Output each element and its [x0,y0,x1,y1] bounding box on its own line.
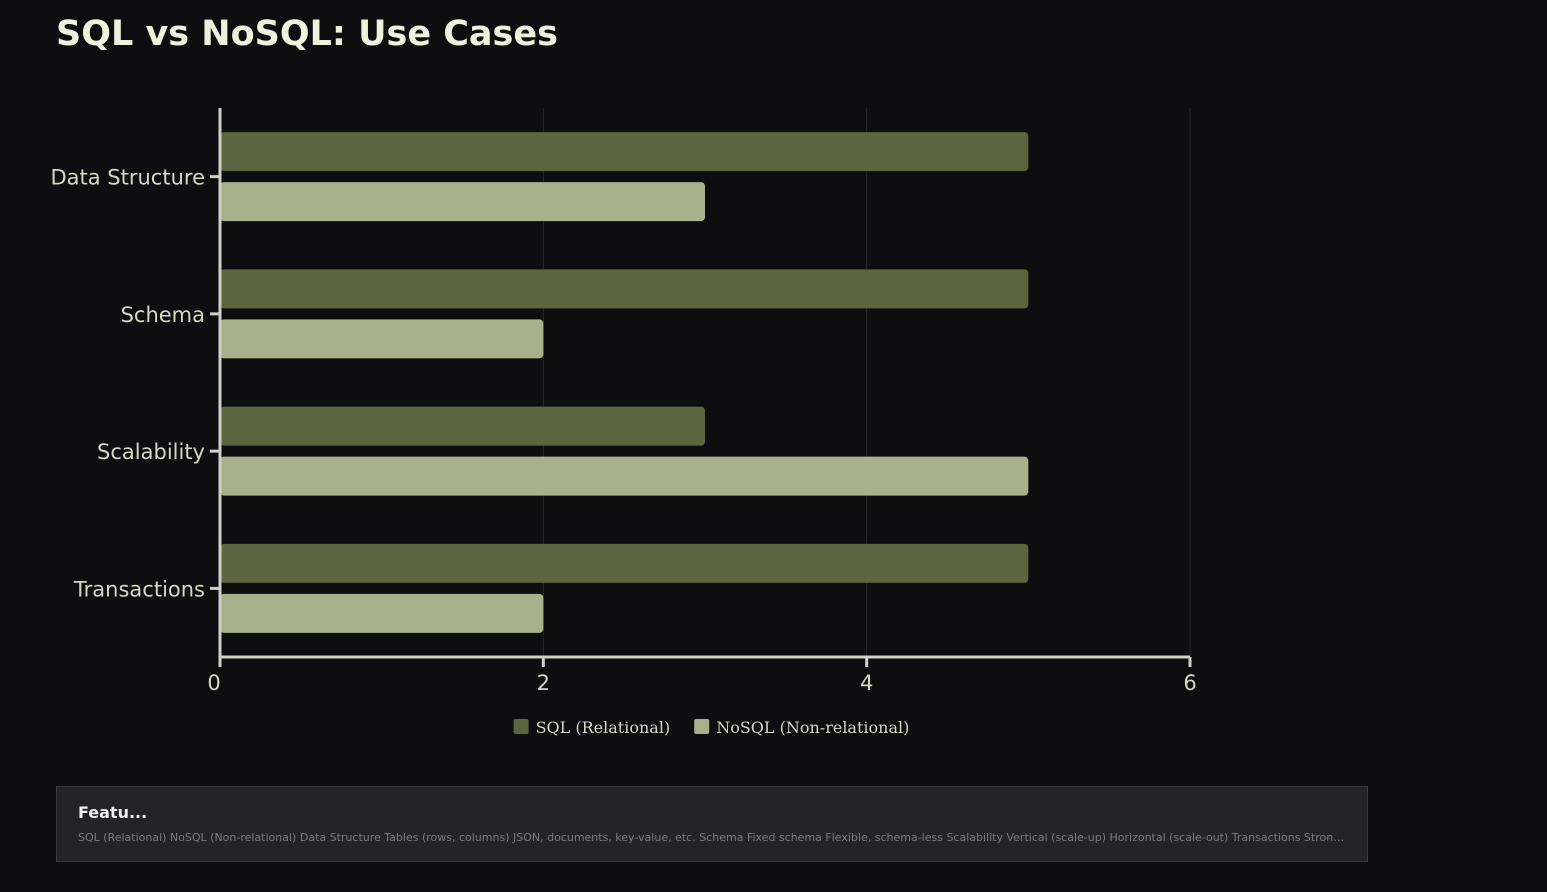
bar-chart: Data Structure Schema Scalability Transacti… [50,108,1197,737]
data-table-summary-card[interactable]: Featu... SQL (Relational) NoSQL (Non-rel… [56,786,1368,862]
x-tick-label: 0 [207,671,220,695]
y-tick-label: Transactions [73,577,205,601]
bar-schema-nosql [220,319,544,359]
bar-data-structure-sql [220,132,1029,172]
bar-transactions-nosql [220,593,544,633]
bar-data-structure-nosql [220,182,705,222]
x-tick-label: 2 [537,671,550,695]
bar-transactions-sql [220,543,1029,583]
legend-label-nosql: NoSQL (Non-relational) [716,718,909,737]
bars [220,132,1029,633]
y-tick-label: Schema [121,303,205,327]
legend-label-sql: SQL (Relational) [536,718,671,737]
legend-swatch-sql [513,719,529,734]
legend: SQL (Relational) NoSQL (Non-relational) [513,718,909,737]
y-tick-label: Scalability [97,440,205,464]
axes: Data Structure Schema Scalability Transacti… [50,108,1197,695]
bar-scalability-nosql [220,456,1029,496]
summary-card-text: SQL (Relational) NoSQL (Non-relational) … [78,831,1346,844]
x-tick-label: 4 [860,671,873,695]
x-tick-label: 6 [1183,671,1196,695]
y-tick-label: Data Structure [50,166,205,190]
legend-swatch-nosql [694,719,710,734]
bar-scalability-sql [220,406,705,446]
bar-schema-sql [220,269,1029,309]
page-title: SQL vs NoSQL: Use Cases [56,14,558,54]
summary-card-title: Featu... [78,803,148,822]
